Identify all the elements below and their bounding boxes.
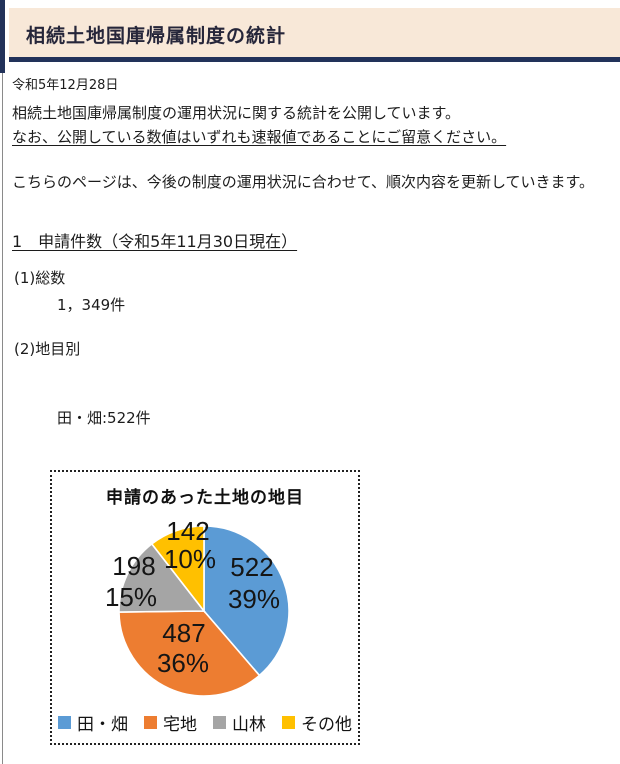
page-left-rule	[2, 0, 3, 764]
pie-slice	[118, 542, 206, 613]
pie-percent-label: 10%	[163, 544, 217, 574]
legend-item: 宅地	[144, 710, 197, 735]
chart-title: 申請のあった土地の地目	[106, 488, 304, 508]
pie-value-label: 198	[112, 551, 156, 581]
intro-line1: 相続土地国庫帰属制度の運用状況に関する統計を公開しています。	[12, 104, 461, 122]
legend-swatch	[213, 716, 226, 729]
pie-percent-label: 15%	[104, 582, 158, 612]
legend-swatch	[58, 716, 71, 729]
legend-label: 宅地	[163, 715, 197, 735]
pie-percent-label: 39%	[227, 584, 281, 614]
pie-svg	[118, 525, 290, 697]
section1-heading: 1 申請件数（令和5年11月30日現在）	[12, 232, 298, 251]
intro-paragraph: 相続土地国庫帰属制度の運用状況に関する統計を公開しています。 なお、公開している…	[12, 101, 506, 149]
pie-slice	[150, 525, 205, 614]
update-note: こちらのページは、今後の制度の運用状況に合わせて、順次内容を更新していきます。	[12, 173, 595, 191]
subsection1-label: (1)総数	[14, 269, 66, 287]
legend-item: その他	[282, 710, 352, 735]
publish-date: 令和5年12月28日	[12, 78, 119, 93]
intro-line2-note: なお、公開している数値はいずれも速報値であることにご留意ください。	[12, 128, 507, 146]
pie-percent-label: 36%	[156, 648, 210, 678]
legend-item: 山林	[213, 710, 266, 735]
page-title: 相続土地国庫帰属制度の統計	[26, 25, 287, 47]
legend-swatch	[144, 716, 157, 729]
legend-label: 山林	[232, 715, 266, 735]
legend-item: 田・畑	[58, 710, 128, 735]
legend-swatch	[282, 716, 295, 729]
pie-slice	[203, 525, 290, 677]
subsection1-value: 1，349件	[57, 296, 126, 314]
pie-value-label: 522	[230, 552, 274, 582]
page-header: 相続土地国庫帰属制度の統計	[9, 8, 620, 62]
header-accent-bar	[0, 0, 5, 73]
category-count-item: 田・畑:522件	[57, 409, 151, 427]
legend-label: 田・畑	[77, 715, 128, 735]
subsection2-label: (2)地目別	[14, 340, 81, 358]
pie-chart-figure: 申請のあった土地の地目 522 39% 487 36% 198 15% 142 …	[50, 470, 360, 745]
chart-legend: 田・畑 宅地 山林 その他	[52, 710, 358, 735]
pie-slice	[118, 610, 261, 697]
pie-value-label: 487	[162, 618, 206, 648]
legend-label: その他	[301, 715, 352, 735]
pie-value-label: 142	[166, 516, 210, 546]
